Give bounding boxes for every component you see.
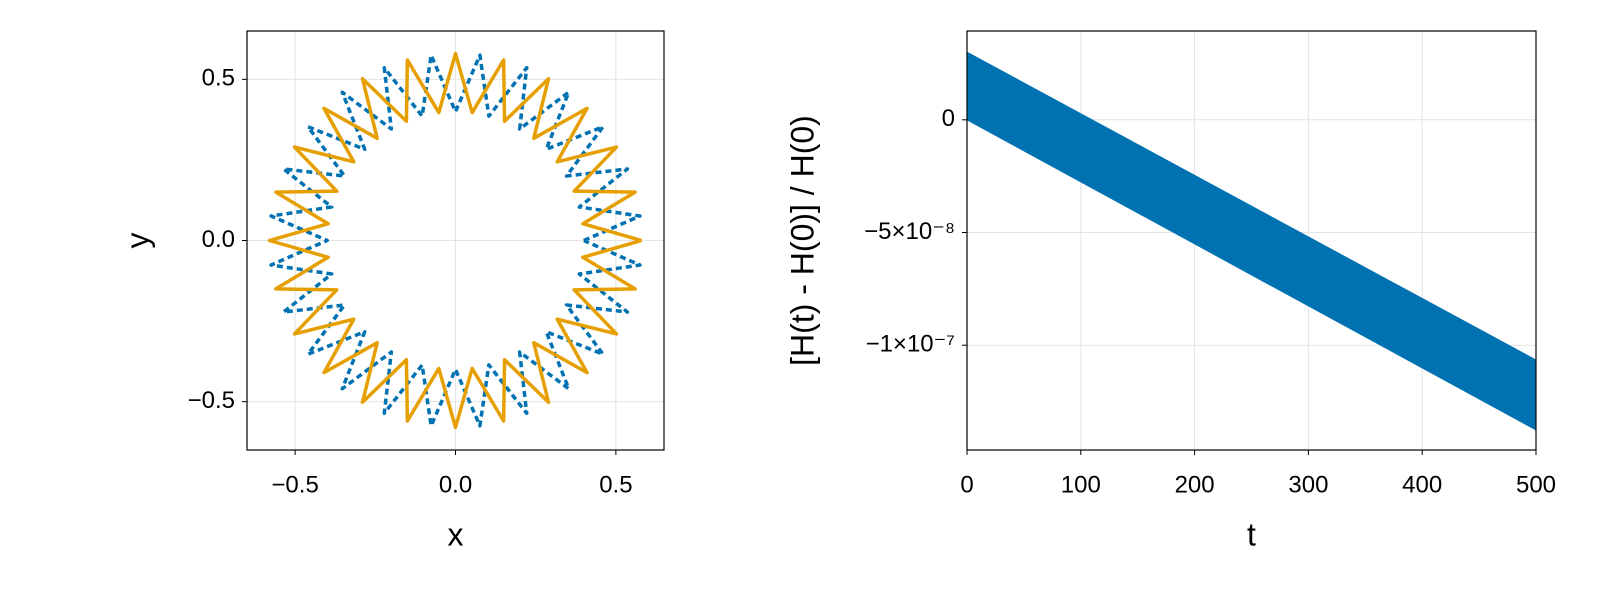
x-tick-label: 100: [1061, 471, 1101, 498]
panel: 0 100 200 300 400 500 −1×10⁻⁷ −5×10⁻⁸ 0 t [H(t) - …: [784, 30, 1556, 552]
x-tick-label: −0.5: [271, 471, 318, 498]
x-axis-label: t: [1247, 516, 1256, 552]
y-axis-label: y: [119, 233, 155, 249]
x-tick-label: 400: [1402, 471, 1442, 498]
plot-area: [967, 51, 1536, 431]
x-tick-label: 0: [960, 471, 973, 498]
x-tick-label: 300: [1288, 471, 1328, 498]
axes-frame: [966, 30, 1537, 451]
y-tick-label: 0: [942, 105, 955, 132]
y-tick-label: −0.5: [188, 387, 235, 414]
x-tick-label: 0.5: [599, 471, 632, 498]
y-tick-label: −5×10⁻⁸: [864, 218, 955, 245]
x-tick-label: 200: [1175, 471, 1215, 498]
x-axis-label: x: [448, 516, 464, 552]
x-tick-label: 0.0: [439, 471, 472, 498]
plot-area: [267, 51, 643, 430]
y-tick-label: −1×10⁻⁷: [866, 331, 955, 358]
y-tick-label: 0.5: [202, 65, 235, 92]
x-tick-label: 500: [1516, 471, 1556, 498]
error-band: [967, 51, 1536, 431]
y-axis-label: [H(t) - H(0)] / H(0): [784, 115, 820, 366]
axes-frame: [246, 30, 665, 451]
y-tick-label: 0.0: [202, 226, 235, 253]
trajectory-line: [269, 53, 642, 428]
trajectory-line: [267, 51, 643, 430]
panel: −0.5 0.0 0.5 −0.5 0.0 0.5 x y: [119, 30, 665, 552]
